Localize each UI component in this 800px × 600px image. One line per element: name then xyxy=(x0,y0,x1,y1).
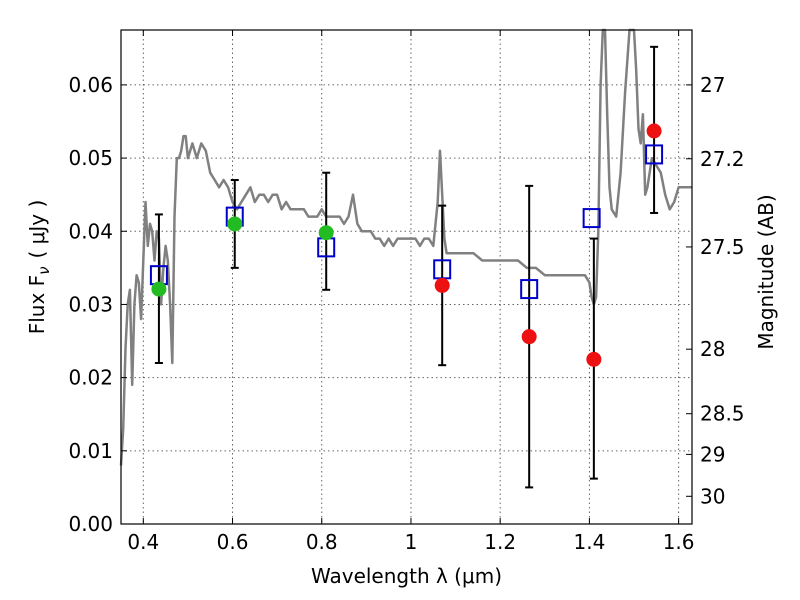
x-tick-label: 1.2 xyxy=(484,530,516,554)
model-photometry-square xyxy=(582,208,601,229)
observed-point-red xyxy=(646,123,662,139)
model-photometry-square xyxy=(645,144,664,165)
x-axis-label: Wavelength λ (μm) xyxy=(311,564,502,588)
x-tick-label: 0.6 xyxy=(217,530,249,554)
y-tick-label: 0.00 xyxy=(68,512,113,536)
y2-tick-label: 29 xyxy=(700,442,725,466)
observed-point-green xyxy=(151,281,167,297)
model-spectrum-line xyxy=(119,28,692,466)
observed-point-red xyxy=(521,329,537,345)
y2-tick-label: 30 xyxy=(700,484,725,508)
ticks-layer: 0.4 0.6 0.8 1 1.2 1.4 1.6 0.00 0.01 0.02 0.03 0.04 0… xyxy=(68,30,745,554)
y-axis-label-units: ( μJy ) xyxy=(25,200,49,259)
y-tick-label: 0.01 xyxy=(68,439,113,463)
y-tick-label: 0.05 xyxy=(68,146,113,170)
y-axis-label-main: Flux F xyxy=(25,275,49,334)
observed-point-green xyxy=(227,216,243,232)
y2-tick-label: 28.5 xyxy=(700,402,745,426)
x-tick-label: 0.4 xyxy=(127,530,159,554)
y-tick-label: 0.02 xyxy=(68,366,113,390)
y-tick-label: 0.04 xyxy=(68,219,113,243)
model-spectrum-layer xyxy=(119,28,692,466)
y2-tick-label: 27.5 xyxy=(700,235,745,259)
x-tick-label: 0.8 xyxy=(306,530,338,554)
observed-point-green xyxy=(318,225,334,241)
y2-tick-label: 27 xyxy=(700,73,725,97)
y2-axis-label: Magnitude (AB) xyxy=(754,194,778,349)
model-photometry-square xyxy=(520,279,539,300)
x-tick-label: 1 xyxy=(405,530,418,554)
observed-point-red xyxy=(586,351,602,367)
markers-layer xyxy=(149,123,664,367)
plot-frame xyxy=(120,29,693,525)
y-tick-label: 0.06 xyxy=(68,73,113,97)
y-tick-label: 0.03 xyxy=(68,292,113,316)
y-axis-label: Flux Fν ( μJy ) xyxy=(25,200,53,335)
x-tick-label: 1.6 xyxy=(663,530,695,554)
observed-point-red xyxy=(434,277,450,293)
y2-tick-label: 27.2 xyxy=(700,147,745,171)
error-bars-layer xyxy=(154,45,659,489)
x-tick-label: 1.4 xyxy=(573,530,605,554)
y2-tick-label: 28 xyxy=(700,337,725,361)
y-axis-label-sub: ν xyxy=(35,266,53,274)
